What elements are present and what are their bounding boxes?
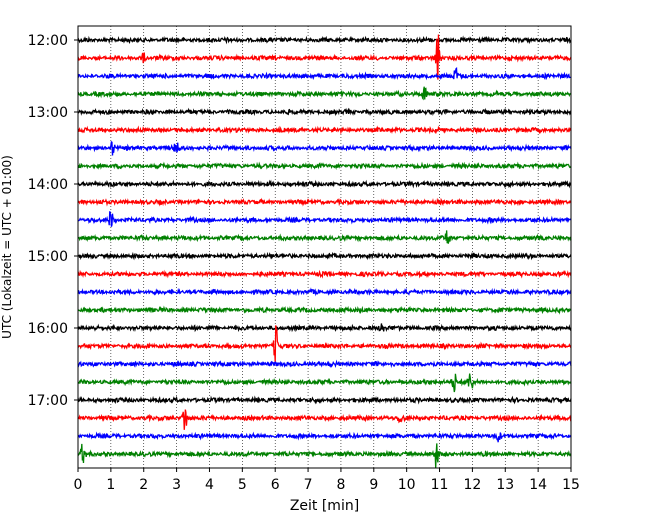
trace-1200 [77, 35, 572, 45]
y-tick-label: 13:00 [28, 105, 68, 121]
x-tick-label: 4 [205, 477, 214, 493]
x-tick-label: 12 [463, 477, 481, 493]
y-axis-label: UTC (Lokalzeit = UTC + 01:00) [0, 155, 14, 339]
x-tick-label: 1 [106, 477, 115, 493]
trace-1600 [77, 323, 572, 333]
trace-1545 [77, 305, 572, 315]
trace-1515 [77, 269, 572, 279]
trace-1315 [77, 125, 572, 135]
trace-1630 [77, 359, 572, 369]
traces-group [77, 34, 572, 469]
y-tick-label: 17:00 [28, 393, 68, 409]
trace-1230 [77, 67, 572, 81]
x-axis-label: Zeit [min] [290, 498, 359, 514]
trace-1245 [77, 86, 572, 101]
y-tick-label: 15:00 [28, 249, 68, 265]
trace-1700 [77, 395, 572, 405]
x-tick-label: 0 [74, 477, 83, 493]
x-tick-label: 11 [431, 477, 449, 493]
trace-1645 [77, 373, 572, 393]
x-tick-label: 13 [496, 477, 514, 493]
x-axis-ticks: 0 1 2 3 4 5 6 7 8 9 10 11 12 13 14 15 [74, 468, 580, 493]
trace-1430 [77, 211, 572, 227]
x-tick-label: 15 [562, 477, 580, 493]
x-tick-label: 7 [304, 477, 313, 493]
trace-1300 [77, 107, 572, 117]
y-tick-label: 14:00 [28, 177, 68, 193]
x-tick-label: 8 [336, 477, 345, 493]
trace-1400 [77, 179, 572, 189]
x-tick-label: 9 [369, 477, 378, 493]
y-tick-label: 16:00 [28, 321, 68, 337]
trace-1445 [77, 230, 572, 244]
trace-1615 [77, 325, 572, 363]
trace-1500 [77, 251, 572, 261]
trace-1730 [77, 431, 572, 443]
x-tick-label: 6 [271, 477, 280, 493]
trace-1330 [77, 140, 572, 156]
x-tick-label: 3 [172, 477, 181, 493]
y-tick-label: 12:00 [28, 33, 68, 49]
trace-1715 [77, 409, 572, 430]
trace-1415 [77, 197, 572, 207]
plot-background [78, 26, 571, 468]
x-tick-label: 10 [398, 477, 416, 493]
plot-frame [77, 25, 572, 469]
trace-1530 [77, 287, 572, 297]
x-tick-label: 14 [529, 477, 547, 493]
trace-1745 [77, 443, 572, 469]
trace-1215 [77, 34, 572, 80]
trace-1345 [77, 161, 572, 171]
y-axis-ticks: 12:00 13:00 14:00 15:00 16:00 17:00 [28, 33, 78, 409]
x-tick-label: 2 [139, 477, 148, 493]
x-tick-label: 5 [238, 477, 247, 493]
